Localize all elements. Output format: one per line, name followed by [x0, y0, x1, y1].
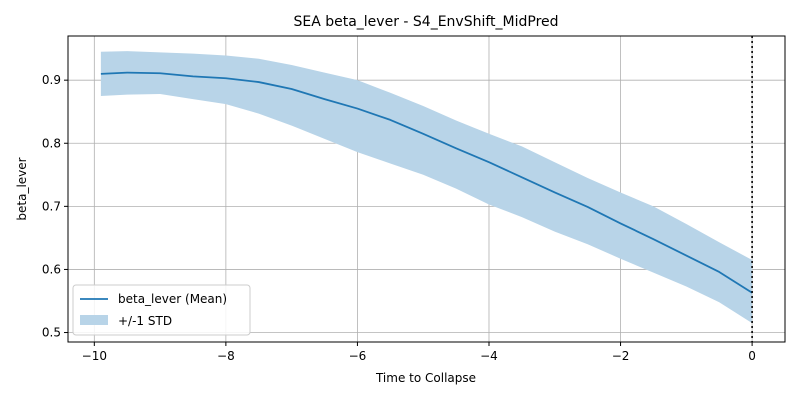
- x-axis-label: Time to Collapse: [375, 371, 476, 385]
- x-tick-label-2: −6: [349, 349, 367, 363]
- y-axis-label: beta_lever: [15, 157, 29, 220]
- y-tick-label-2: 0.7: [42, 199, 61, 213]
- legend-box: [72, 284, 251, 336]
- x-tick-label-1: −8: [217, 349, 235, 363]
- y-tick-label-1: 0.6: [42, 262, 61, 276]
- mean-line-layer: [100, 71, 753, 294]
- x-tick-label-5: 0: [748, 349, 756, 363]
- std-band: [100, 51, 753, 324]
- plot-frame: [67, 35, 786, 343]
- x-axis-ticks: −10 −8 −6 −4 −2 0: [82, 342, 756, 363]
- y-tick-label-0: 0.5: [42, 326, 61, 340]
- legend-swatch-std: [80, 315, 108, 325]
- legend-label-std: +/-1 STD: [118, 314, 172, 328]
- x-tick-label-4: −2: [612, 349, 630, 363]
- std-band-layer: [100, 51, 753, 324]
- y-axis-ticks: 0.5 0.6 0.7 0.8 0.9: [42, 73, 68, 340]
- legend-label-mean: beta_lever (Mean): [118, 292, 227, 306]
- legend: beta_lever (Mean) +/-1 STD: [72, 284, 251, 336]
- y-tick-label-4: 0.9: [42, 73, 61, 87]
- x-tick-label-3: −4: [480, 349, 498, 363]
- mean-line: [100, 71, 753, 294]
- x-tick-label-0: −10: [82, 349, 107, 363]
- chart-title: SEA beta_lever - S4_EnvShift_MidPred: [293, 14, 558, 30]
- y-tick-label-3: 0.8: [42, 136, 61, 150]
